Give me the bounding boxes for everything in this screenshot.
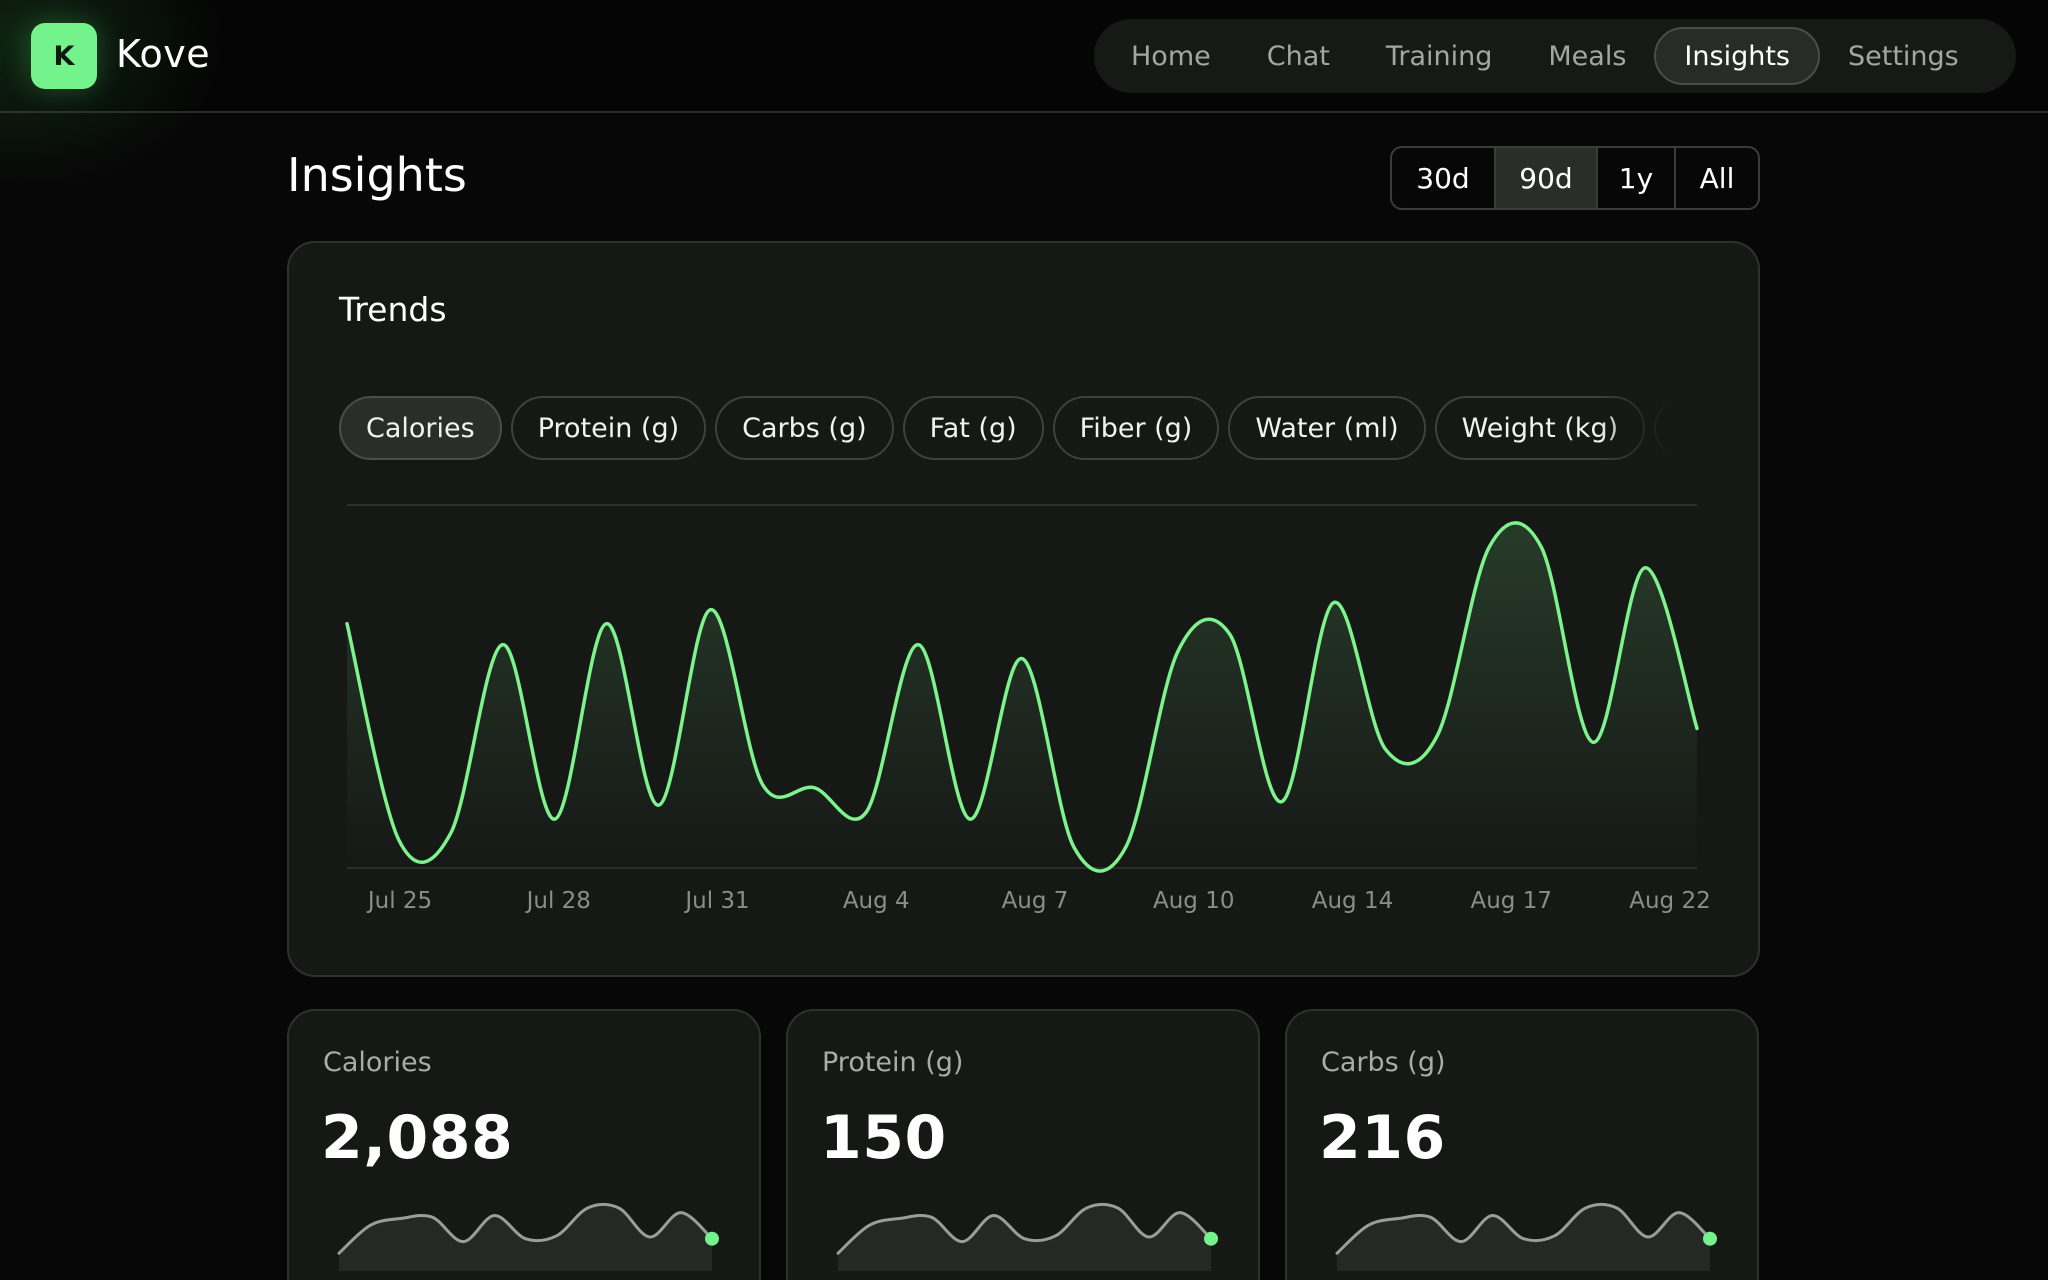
trend-series-line: [345, 521, 1699, 873]
chip-weight[interactable]: Weight (kg): [1434, 396, 1646, 460]
x-tick-label: Aug 10: [1153, 888, 1235, 914]
trend-data-point: [1382, 746, 1388, 752]
stat-card-protein[interactable]: Protein (g) 150: [786, 1009, 1260, 1280]
nav-item-chat[interactable]: Chat: [1266, 40, 1330, 72]
trend-data-point: [759, 781, 765, 787]
chip-fat[interactable]: Fat (g): [902, 396, 1044, 460]
x-tick-label: Aug 17: [1471, 888, 1553, 914]
app-name[interactable]: Kove: [116, 32, 211, 76]
trend-data-point: [500, 642, 506, 648]
trend-data-point: [448, 830, 454, 836]
trend-area-fill: [347, 522, 1697, 872]
stat-label: Protein (g): [822, 1047, 964, 1078]
sparkline-line: [337, 1202, 714, 1255]
x-tick-label: Aug 22: [1629, 888, 1711, 914]
nav-item-meals[interactable]: Meals: [1548, 40, 1627, 72]
range-90d-button[interactable]: 90d: [1496, 148, 1598, 208]
trend-data-point: [1019, 656, 1025, 662]
stat-value: 150: [820, 1103, 947, 1173]
trends-card: Trends Calories Protein (g) Carbs (g) Fa…: [287, 241, 1760, 977]
trend-data-point: [811, 785, 817, 791]
app-logo[interactable]: K: [31, 23, 97, 89]
metric-chips: Calories Protein (g) Carbs (g) Fat (g) F…: [339, 396, 1685, 462]
trend-data-point: [344, 621, 350, 627]
sparkline-line: [1335, 1202, 1712, 1255]
stat-value: 2,088: [321, 1103, 514, 1173]
trend-data-point: [1227, 631, 1233, 637]
top-nav: Home Chat Training Meals Insights Settin…: [1094, 19, 2016, 93]
trend-data-point: [396, 837, 402, 843]
trend-data-point: [1123, 844, 1129, 850]
trend-line-chart[interactable]: Jul 25 Jul 28 Jul 31 Aug 4 Aug 7 Aug 10 Aug 14…: [289, 243, 1762, 979]
trend-data-point: [707, 607, 713, 613]
stat-card-carbs[interactable]: Carbs (g) 216: [1285, 1009, 1759, 1280]
range-1y-button[interactable]: 1y: [1598, 148, 1676, 208]
stat-label: Calories: [323, 1047, 432, 1078]
chip-fiber[interactable]: Fiber (g): [1052, 396, 1220, 460]
nav-item-insights[interactable]: Insights: [1654, 27, 1820, 85]
sparkline-chart: [836, 1202, 1218, 1271]
x-tick-label: Aug 7: [1002, 888, 1069, 914]
chip-water[interactable]: Water (ml): [1228, 396, 1426, 460]
range-30d-button[interactable]: 30d: [1392, 148, 1496, 208]
trend-data-point: [1642, 565, 1648, 571]
trend-data-point: [863, 809, 869, 815]
trend-data-point: [604, 621, 610, 627]
trends-title: Trends: [339, 290, 447, 329]
x-tick-label: Jul 28: [525, 888, 591, 914]
trend-data-point: [967, 816, 973, 822]
x-tick-label: Jul 25: [366, 888, 432, 914]
sparkline-chart: [337, 1202, 719, 1271]
stat-label: Carbs (g): [1321, 1047, 1446, 1078]
x-tick-label: Jul 31: [683, 888, 749, 914]
sparkline-fill: [1337, 1204, 1710, 1271]
trend-data-point: [552, 816, 558, 822]
trend-data-point: [1590, 739, 1596, 745]
trend-data-point: [915, 642, 921, 648]
chip-calories[interactable]: Calories: [339, 396, 502, 460]
page-title: Insights: [287, 148, 467, 202]
trend-data-point: [656, 802, 662, 808]
stat-card-calories[interactable]: Calories 2,088: [287, 1009, 761, 1280]
sparkline-end-dot: [1703, 1231, 1717, 1246]
trend-data-point: [1279, 799, 1285, 805]
sparkline-fill: [339, 1204, 712, 1271]
nav-item-settings[interactable]: Settings: [1847, 40, 1959, 72]
trend-data-point: [1694, 725, 1700, 731]
chip-protein[interactable]: Protein (g): [510, 396, 707, 460]
app-header: K Kove Home Chat Training Meals Insights…: [0, 0, 2048, 200]
trend-data-point: [1486, 544, 1492, 550]
range-selector: 30d 90d 1y All: [1390, 146, 1760, 210]
sparkline-line: [836, 1202, 1213, 1255]
trend-data-point: [1071, 844, 1077, 850]
x-tick-label: Aug 4: [843, 888, 910, 914]
stat-value: 216: [1319, 1103, 1446, 1173]
chip-carbs[interactable]: Carbs (g): [715, 396, 894, 460]
trend-data-point: [1331, 600, 1337, 606]
nav-item-home[interactable]: Home: [1131, 40, 1211, 72]
trend-data-point: [1434, 732, 1440, 738]
sparkline-fill: [838, 1204, 1211, 1271]
trend-data-point: [1175, 649, 1181, 655]
sparkline-end-dot: [705, 1231, 719, 1246]
sparkline-chart: [1335, 1202, 1717, 1271]
nav-item-training[interactable]: Training: [1385, 40, 1493, 72]
trend-data-point: [1538, 544, 1544, 550]
range-all-button[interactable]: All: [1699, 161, 1735, 195]
x-tick-label: Aug 14: [1312, 888, 1394, 914]
sparkline-end-dot: [1204, 1231, 1218, 1246]
